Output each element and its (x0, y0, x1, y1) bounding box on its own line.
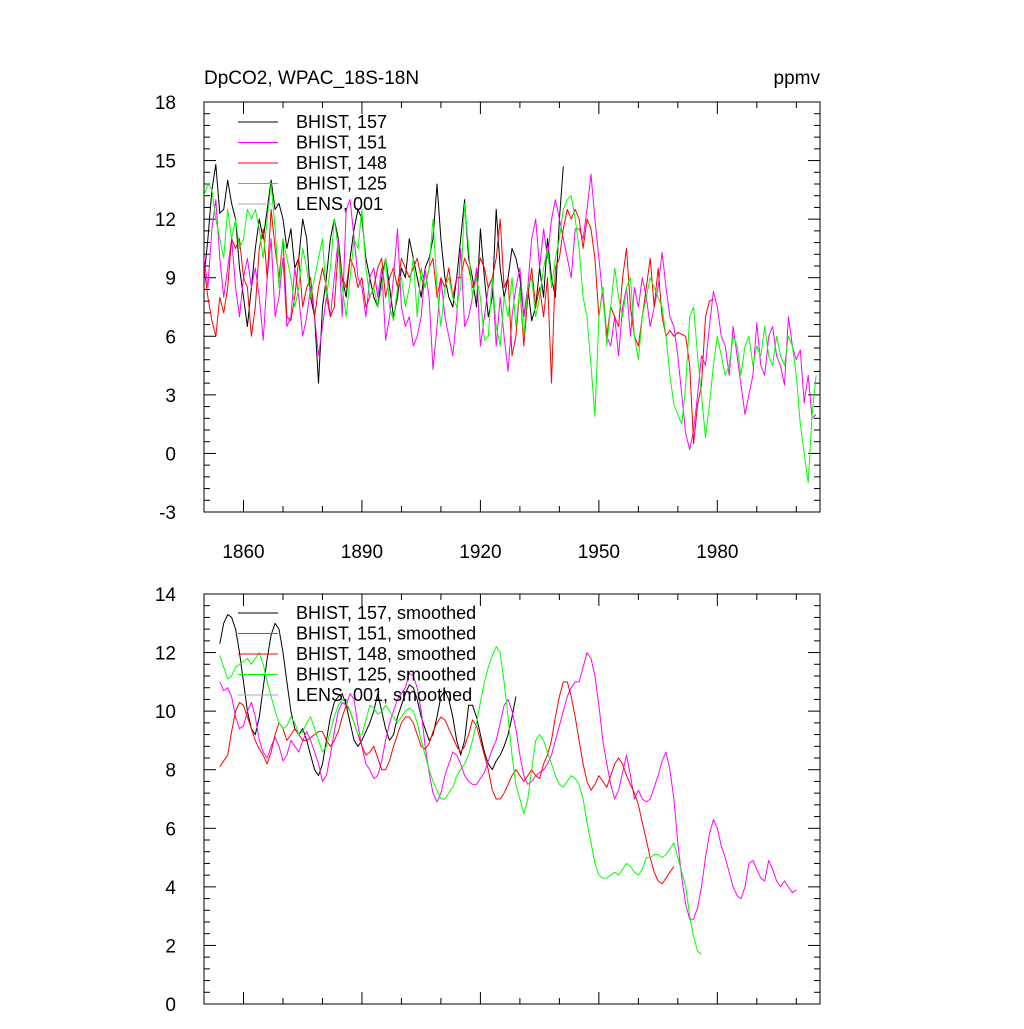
y-tick-label: 10 (155, 702, 176, 723)
y-tick-label: -3 (159, 503, 176, 524)
legend-label: BHIST, 125, smoothed (296, 665, 476, 685)
legend-label: BHIST, 151, smoothed (296, 624, 476, 644)
series-group (204, 164, 817, 484)
legend-label: BHIST, 157, smoothed (296, 603, 476, 623)
y-tick-label: 8 (165, 761, 176, 782)
y-tick-label: 9 (165, 269, 176, 290)
top-panel: -3 0 3 6 9 12 15 18 1860 1890 1920 1950 1980 DpCO2, W… (155, 68, 821, 563)
legend-label: BHIST, 148 (296, 153, 387, 173)
plot-frame (203, 101, 821, 513)
y-tick-label: 2 (165, 936, 176, 957)
y-tick-label: 3 (165, 386, 176, 407)
y-tick-label: 15 (155, 152, 176, 173)
legend-label: BHIST, 151 (296, 133, 387, 153)
x-tick-label: 1950 (578, 542, 620, 563)
chart-title: DpCO2, WPAC_18S-18N (204, 68, 419, 89)
y-tick-label: 18 (155, 93, 176, 114)
series-line-bhist-148 (204, 208, 714, 445)
x-tick-label: 1980 (696, 542, 738, 563)
units-label: ppmv (774, 68, 821, 89)
legend-label: LENS, 001 (296, 194, 383, 214)
plot-frame (203, 593, 821, 1005)
series-line-bhist-151 (204, 173, 817, 450)
series-line-bhist-125-smoothed (219, 646, 702, 955)
x-tick-label: 1920 (459, 542, 501, 563)
x-tick-label: 1860 (222, 542, 264, 563)
legend-label: LENS, 001, smoothed (296, 685, 472, 705)
y-tick-label: 12 (155, 210, 176, 231)
legend-label: BHIST, 157 (296, 112, 387, 132)
series-group (219, 614, 797, 955)
series-line-bhist-151-smoothed (219, 652, 797, 920)
legend-label: BHIST, 125 (296, 174, 387, 194)
y-tick-label: 14 (155, 585, 177, 606)
y-tick-label: 6 (165, 819, 176, 840)
series-line-bhist-148-smoothed (219, 681, 675, 885)
y-tick-label: 12 (155, 644, 176, 665)
legend-label: BHIST, 148, smoothed (296, 644, 476, 664)
y-tick-label: 6 (165, 327, 176, 348)
y-tick-label: 0 (165, 995, 176, 1016)
y-tick-label: 0 (165, 444, 176, 465)
y-tick-label: 4 (165, 878, 176, 899)
series-line-bhist-157-smoothed (219, 614, 517, 777)
series-line-bhist-125 (204, 183, 817, 484)
x-tick-label: 1890 (341, 542, 383, 563)
